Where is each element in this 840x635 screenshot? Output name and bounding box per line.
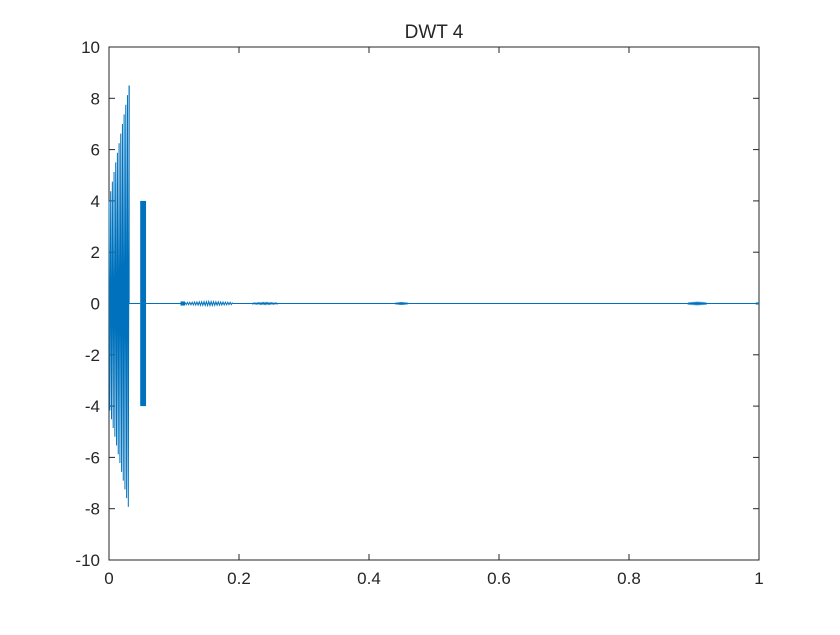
y-tick-label: -2 <box>85 346 100 365</box>
chart-title: DWT 4 <box>405 22 464 43</box>
x-tick-label: 0.6 <box>487 569 511 588</box>
y-tick-label: -4 <box>85 397 100 416</box>
x-tick-label: 0 <box>104 569 113 588</box>
series-segment-block <box>755 302 759 305</box>
x-tick-label: 0.8 <box>617 569 641 588</box>
x-tick-label: 1 <box>754 569 763 588</box>
series-segment-block <box>180 301 186 306</box>
x-tick-label: 0.4 <box>357 569 381 588</box>
series-segment-block <box>140 200 147 407</box>
y-tick-label: 8 <box>91 89 100 108</box>
y-tick-label: 6 <box>91 141 100 160</box>
y-tick-label: 10 <box>81 38 100 57</box>
series-layer <box>108 85 759 507</box>
series-segment-ripple <box>184 299 233 308</box>
y-tick-label: -8 <box>85 500 100 519</box>
series-segment-ripple <box>687 301 708 306</box>
y-tick-label: -6 <box>85 448 100 467</box>
y-tick-label: 4 <box>91 192 100 211</box>
y-tick-label: 0 <box>91 295 100 314</box>
y-tick-label: -10 <box>75 551 100 570</box>
y-axis: 10 8 6 4 2 0 -2 -4 -6 -8 -10 <box>75 38 759 570</box>
y-tick-label: 2 <box>91 243 100 262</box>
x-tick-label: 0.2 <box>227 569 251 588</box>
x-axis: 0 0.2 0.4 0.6 0.8 1 <box>104 47 764 588</box>
series-segment-oscillation <box>108 85 130 507</box>
